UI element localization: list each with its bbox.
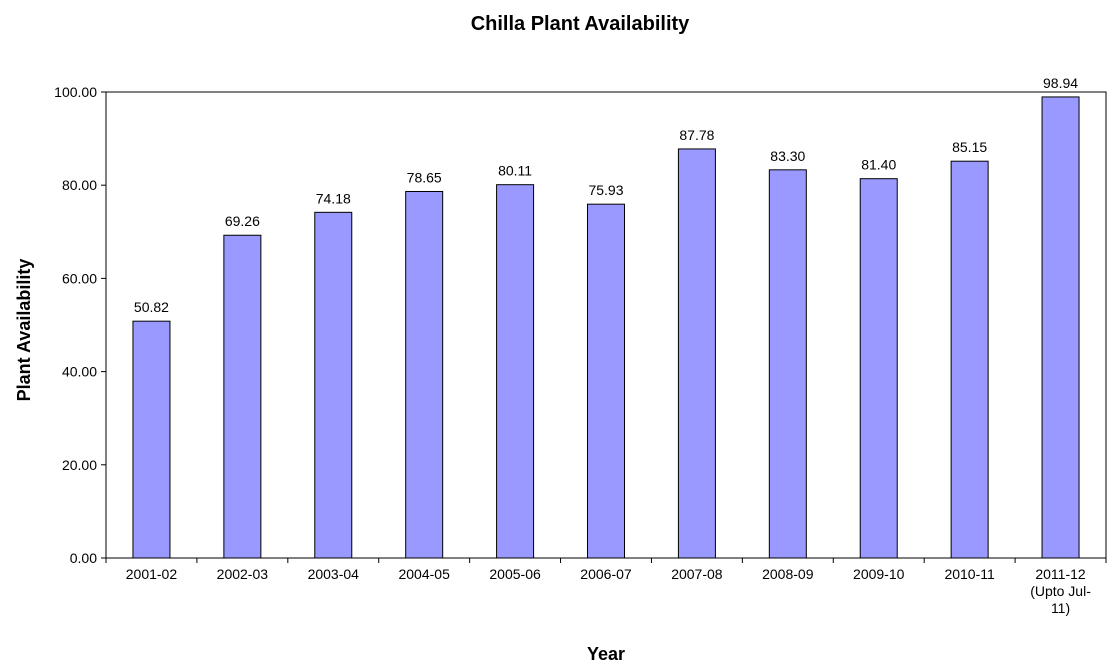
- y-tick-label: 0.00: [70, 550, 97, 566]
- x-tick-label: 2007-08: [671, 566, 723, 582]
- data-label: 80.11: [498, 163, 532, 179]
- bar: [859, 178, 898, 559]
- data-label: 69.26: [225, 213, 260, 229]
- x-tick-label: 2008-09: [762, 566, 814, 582]
- data-label: 81.40: [861, 157, 896, 173]
- y-tick-label: 60.00: [62, 270, 97, 286]
- y-tick-label: 80.00: [62, 177, 97, 193]
- data-label: 98.94: [1043, 75, 1078, 91]
- x-tick-label: 2003-04: [308, 566, 360, 582]
- x-tick-label: 2010-11: [944, 566, 995, 582]
- x-tick-label: 2011-12 (Upto Jul-11): [1030, 566, 1091, 616]
- y-tick-label: 40.00: [62, 364, 97, 380]
- data-label: 50.82: [134, 299, 169, 315]
- bar: [677, 148, 716, 559]
- x-tick-label: 2004-05: [398, 566, 450, 582]
- x-tick-label: 2009-10: [853, 566, 905, 582]
- x-tick-label: 2001-02: [126, 566, 178, 582]
- y-axis-label: Plant Availability: [14, 259, 34, 402]
- data-label: 87.78: [679, 127, 714, 143]
- y-tick-label: 20.00: [62, 457, 97, 473]
- x-tick-label: 2005-06: [489, 566, 541, 582]
- data-label: 75.93: [588, 182, 623, 198]
- bar: [223, 234, 262, 559]
- bar: [496, 184, 535, 559]
- x-axis-label: Year: [587, 644, 625, 663]
- chart-title: Chilla Plant Availability: [471, 13, 690, 35]
- data-label: 78.65: [407, 169, 442, 185]
- bar: [587, 203, 625, 559]
- plot-area: 0.00 20.00 40.00 60.00 80.00 100.00 50.82 2001-…: [54, 75, 1107, 616]
- bar: [405, 190, 444, 559]
- y-tick-label: 100.00: [54, 84, 97, 100]
- bar: [950, 160, 989, 559]
- data-label: 74.18: [316, 190, 351, 206]
- data-label: 83.30: [770, 148, 805, 164]
- bar: [314, 211, 353, 559]
- data-label: 85.15: [952, 139, 987, 155]
- bar: [1041, 96, 1080, 559]
- bar: [768, 169, 807, 559]
- x-tick-label: 2002-03: [217, 566, 269, 582]
- bar: [132, 320, 171, 559]
- x-tick-label: 2006-07: [580, 566, 632, 582]
